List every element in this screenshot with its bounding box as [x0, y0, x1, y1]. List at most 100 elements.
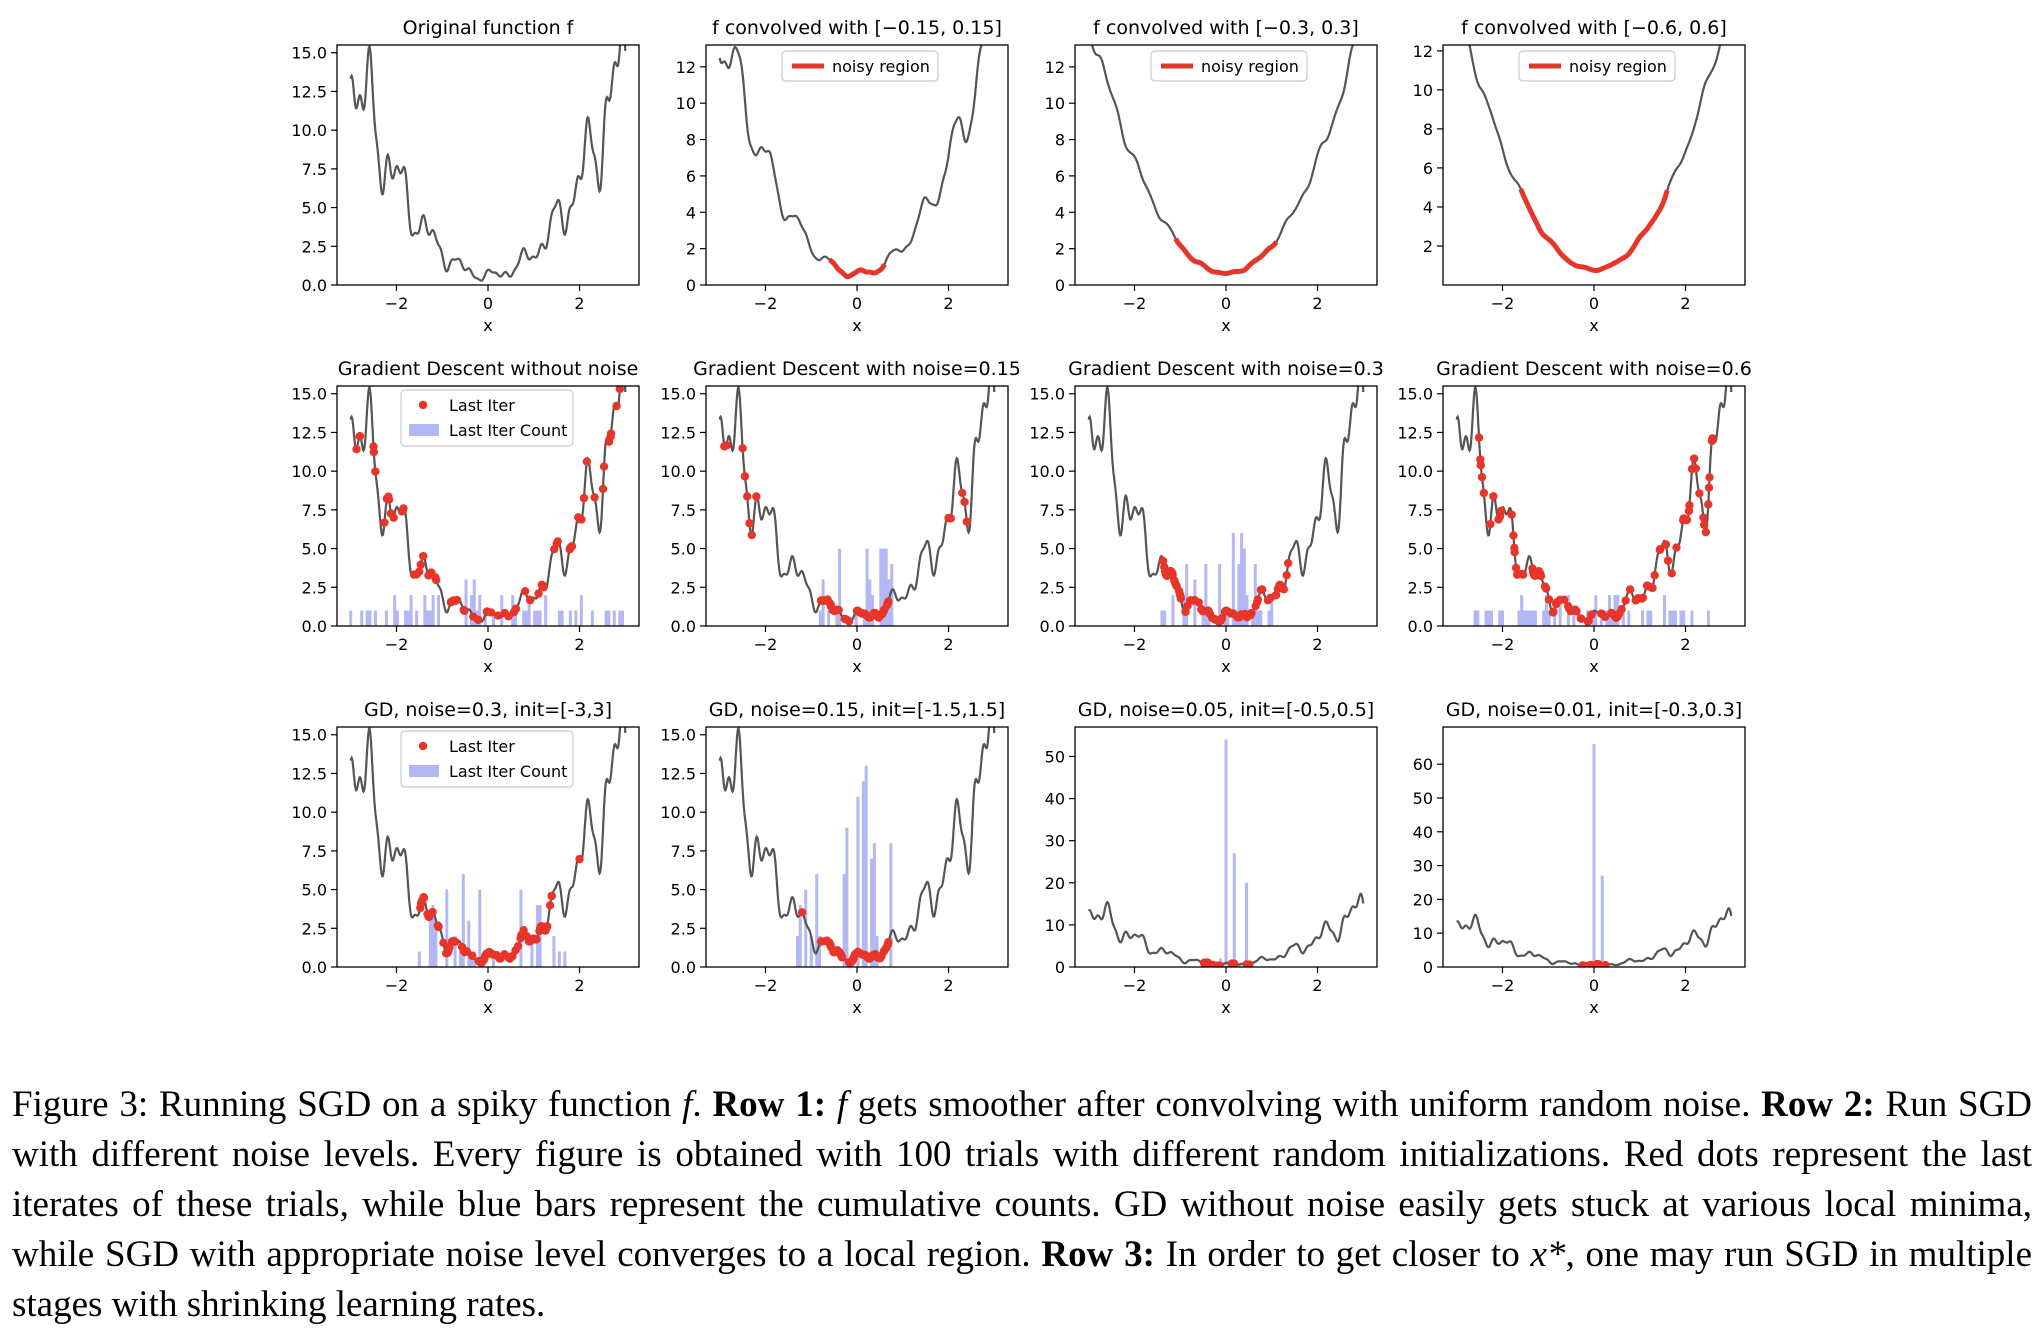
last-iter-dot: [837, 953, 847, 962]
last-iter-dot: [832, 605, 841, 615]
last-iter-dot: [606, 432, 615, 441]
legend-last-iter-label: Last Iter: [449, 396, 515, 415]
count-bar: [1237, 564, 1241, 626]
last-iter-dot: [386, 509, 396, 518]
legend-box: [1518, 50, 1676, 82]
subplot-title: GD, noise=0.05, init=[-0.5,0.5]: [1078, 699, 1374, 721]
last-iter-dot: [1512, 570, 1522, 579]
y-tick-label: 15.0: [660, 385, 696, 404]
count-bar: [428, 610, 432, 626]
count-bar: [1558, 595, 1562, 626]
count-bar: [1498, 610, 1502, 626]
y-tick-label: 40: [1413, 823, 1433, 842]
count-bar: [809, 936, 813, 967]
last-iter-dot: [1257, 585, 1267, 594]
last-iter-dot: [1684, 506, 1694, 516]
y-tick-label: 12.5: [1029, 423, 1065, 442]
x-tick-label: 2: [1680, 976, 1690, 995]
y-tick-label: 10.0: [660, 803, 696, 822]
count-bar: [459, 951, 463, 967]
y-tick-label: 2.5: [302, 578, 327, 597]
count-bar: [431, 595, 435, 626]
y-tick-label: 10: [1045, 916, 1065, 935]
last-iter-dot: [1474, 433, 1484, 442]
last-iter-dot: [752, 492, 761, 501]
subplot-title: Original function f: [403, 17, 575, 39]
last-iter-dot: [419, 893, 429, 902]
count-bar: [406, 610, 410, 626]
count-bar: [415, 610, 419, 626]
last-iter-dot: [1661, 540, 1671, 549]
count-bar: [872, 843, 876, 967]
y-tick-label: 10.0: [291, 121, 327, 140]
caption-lead: Figure 3: Running SGD on a spiky functio…: [12, 1084, 683, 1125]
last-iter-dot: [960, 497, 969, 507]
y-tick-label: 0.0: [302, 276, 327, 295]
last-iter-dot: [1704, 500, 1713, 509]
last-iter-dot: [797, 908, 807, 917]
count-bar: [423, 595, 427, 626]
x-tick-label: 0: [1589, 294, 1599, 313]
last-iter-dot: [883, 940, 892, 949]
y-tick-label: 50: [1413, 789, 1433, 808]
last-iter-dot: [1701, 527, 1711, 537]
y-tick-label: 10: [1045, 94, 1065, 113]
last-iter-dot: [416, 560, 425, 569]
count-bar: [467, 920, 471, 967]
caption-row1-label: Row 1:: [712, 1084, 827, 1125]
last-iter-dot: [1705, 473, 1714, 482]
last-iter-dot: [1227, 959, 1237, 967]
y-tick-label: 0.0: [302, 958, 327, 977]
x-tick-label: −2: [1123, 294, 1147, 313]
x-tick-label: −2: [754, 976, 778, 995]
count-bar: [373, 610, 377, 626]
last-iter-dot: [566, 542, 576, 552]
last-iter-dot: [1601, 960, 1610, 967]
subplot-11: −2 0 2 x 0 10 20 30 40 50 GD, noise=0.05, init=[-0…: [1045, 699, 1378, 1017]
x-tick-label: 2: [1312, 294, 1322, 313]
x-axis-label: x: [483, 657, 492, 676]
last-iter-dot: [439, 938, 448, 948]
y-tick-label: 12.5: [291, 764, 327, 783]
count-bar: [835, 610, 839, 626]
subplot-title: GD, noise=0.01, init=[-0.3,0.3]: [1446, 699, 1742, 721]
subplot-2: −2 0 2 x 0 2 4 6 8 10 12 f convolved with [−0.15, 0…: [676, 17, 1009, 335]
last-iter-dot: [1679, 514, 1688, 523]
y-tick-label: 7.5: [302, 160, 327, 179]
legend-dot-swatch: [418, 400, 428, 410]
subplot-6: −2 0 2 x 0.0 2.5 5.0 7.5 10.0 12.5 15.0 Gradient De…: [660, 358, 1020, 676]
last-iter-dot: [1489, 492, 1498, 501]
count-bar: [1490, 610, 1494, 626]
function-curve: [1087, 892, 1365, 967]
x-axis-label: x: [1221, 316, 1230, 335]
y-tick-label: 12.5: [291, 82, 327, 101]
y-tick-label: 0: [1055, 958, 1065, 977]
count-bar: [1259, 610, 1263, 626]
last-iter-dot: [1215, 961, 1225, 967]
last-iter-dot: [1540, 582, 1550, 591]
x-tick-label: −2: [754, 294, 778, 313]
count-bar: [838, 548, 842, 626]
y-tick-label: 10: [1413, 924, 1433, 943]
last-iter-dot: [1704, 483, 1714, 492]
x-tick-label: 0: [1589, 976, 1599, 995]
last-iter-dot: [1695, 489, 1704, 498]
subplot-title: Gradient Descent with noise=0.3: [1068, 358, 1384, 380]
last-iter-dot: [486, 608, 496, 617]
count-bar: [1671, 610, 1675, 626]
y-tick-label: 7.5: [1040, 501, 1065, 520]
function-curve: [718, 45, 983, 278]
y-tick-label: 5.0: [302, 199, 327, 218]
x-axis-label: x: [852, 316, 861, 335]
last-iter-dot: [1171, 579, 1180, 589]
last-iter-dot: [468, 951, 477, 961]
y-tick-label: 15.0: [291, 385, 327, 404]
x-tick-label: 2: [943, 976, 953, 995]
y-tick-label: 0.0: [302, 617, 327, 636]
last-iter-dot: [738, 444, 747, 453]
y-tick-label: 0: [1055, 276, 1065, 295]
count-bar: [483, 610, 487, 626]
count-bar: [349, 610, 353, 626]
plot-area: [1456, 743, 1733, 967]
count-bar: [360, 610, 364, 626]
